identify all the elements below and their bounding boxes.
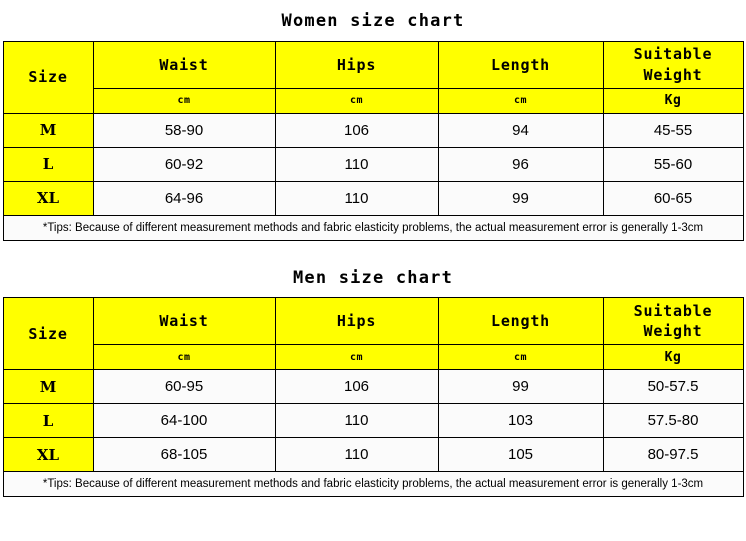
size-label: M (2, 112, 94, 148)
length-value: 99 (437, 180, 604, 216)
hips-value: 110 (274, 180, 439, 216)
women-size-chart-block: Women size chart Size Waist Hips Length … (0, 0, 746, 241)
women-chart-title: Women size chart (281, 11, 465, 31)
column-header-suitable-weight: Suitable Weight (602, 40, 744, 89)
unit-header-hips: cm (274, 344, 439, 371)
weight-value: 45-55 (602, 112, 744, 148)
weight-value: 80-97.5 (602, 437, 744, 473)
hips-value: 106 (274, 112, 439, 148)
waist-value: 64-100 (92, 403, 276, 439)
tips-text: *Tips: Because of different measurement … (2, 214, 744, 241)
unit-header-length: cm (437, 87, 604, 114)
column-header-suitable-weight-line1: Suitable (633, 302, 713, 321)
unit-header-weight: Kg (602, 87, 744, 114)
waist-value: 60-92 (92, 146, 276, 182)
column-header-hips: Hips (274, 297, 439, 346)
men-chart-title: Men size chart (292, 267, 454, 288)
table-header-row-main: Size Waist Hips Length Suitable Weight (2, 297, 744, 371)
unit-header-weight: Kg (602, 344, 744, 371)
column-header-size: Size (2, 297, 94, 371)
tips-row: *Tips: Because of different measurement … (2, 471, 744, 498)
column-header-suitable-weight-line2: Weight (643, 65, 703, 84)
column-header-waist: Waist (92, 40, 276, 89)
unit-header-waist: cm (92, 344, 276, 371)
table-row: M 60-95 106 99 50-57.5 (2, 369, 744, 405)
column-header-hips: Hips (274, 40, 439, 89)
column-header-length: Length (437, 40, 604, 89)
weight-value: 57.5-80 (602, 403, 744, 439)
length-value: 96 (437, 146, 604, 182)
column-header-size: Size (2, 40, 94, 114)
table-row: XL 68-105 110 105 80-97.5 (2, 437, 744, 473)
tips-row: *Tips: Because of different measurement … (2, 214, 744, 241)
women-size-table: Size Waist Hips Length Suitable Weight c… (2, 40, 744, 241)
men-size-table: Size Waist Hips Length Suitable Weight c… (2, 297, 744, 498)
hips-value: 110 (274, 146, 439, 182)
weight-value: 50-57.5 (602, 369, 744, 405)
column-header-waist: Waist (92, 297, 276, 346)
size-label: XL (2, 180, 94, 216)
table-header-row-units: cm cm cm Kg (3, 344, 744, 371)
unit-header-hips: cm (274, 87, 439, 114)
size-label: XL (2, 437, 94, 473)
waist-value: 60-95 (92, 369, 276, 405)
table-row: L 60-92 110 96 55-60 (2, 146, 744, 182)
unit-header-length: cm (437, 344, 604, 371)
column-header-suitable-weight-line1: Suitable (633, 45, 713, 64)
length-value: 103 (437, 403, 604, 439)
hips-value: 110 (274, 437, 439, 473)
length-value: 105 (437, 437, 604, 473)
waist-value: 64-96 (92, 180, 276, 216)
column-header-suitable-weight-line2: Weight (643, 322, 703, 341)
hips-value: 106 (274, 369, 439, 405)
tips-text: *Tips: Because of different measurement … (2, 471, 744, 498)
weight-value: 60-65 (602, 180, 744, 216)
size-label: M (2, 369, 94, 405)
column-header-suitable-weight: Suitable Weight (602, 297, 744, 346)
men-size-chart-block: Men size chart Size Waist Hips Length Su… (0, 241, 746, 498)
table-row: XL 64-96 110 99 60-65 (2, 180, 744, 216)
length-value: 94 (437, 112, 604, 148)
column-header-length: Length (437, 297, 604, 346)
table-header-row-units: cm cm cm Kg (3, 87, 744, 114)
waist-value: 58-90 (92, 112, 276, 148)
size-label: L (2, 403, 94, 439)
hips-value: 110 (274, 403, 439, 439)
table-row: M 58-90 106 94 45-55 (2, 112, 744, 148)
length-value: 99 (437, 369, 604, 405)
table-row: L 64-100 110 103 57.5-80 (2, 403, 744, 439)
unit-header-waist: cm (92, 87, 276, 114)
waist-value: 68-105 (92, 437, 276, 473)
size-label: L (2, 146, 94, 182)
weight-value: 55-60 (602, 146, 744, 182)
table-header-row-main: Size Waist Hips Length Suitable Weight (2, 40, 744, 114)
